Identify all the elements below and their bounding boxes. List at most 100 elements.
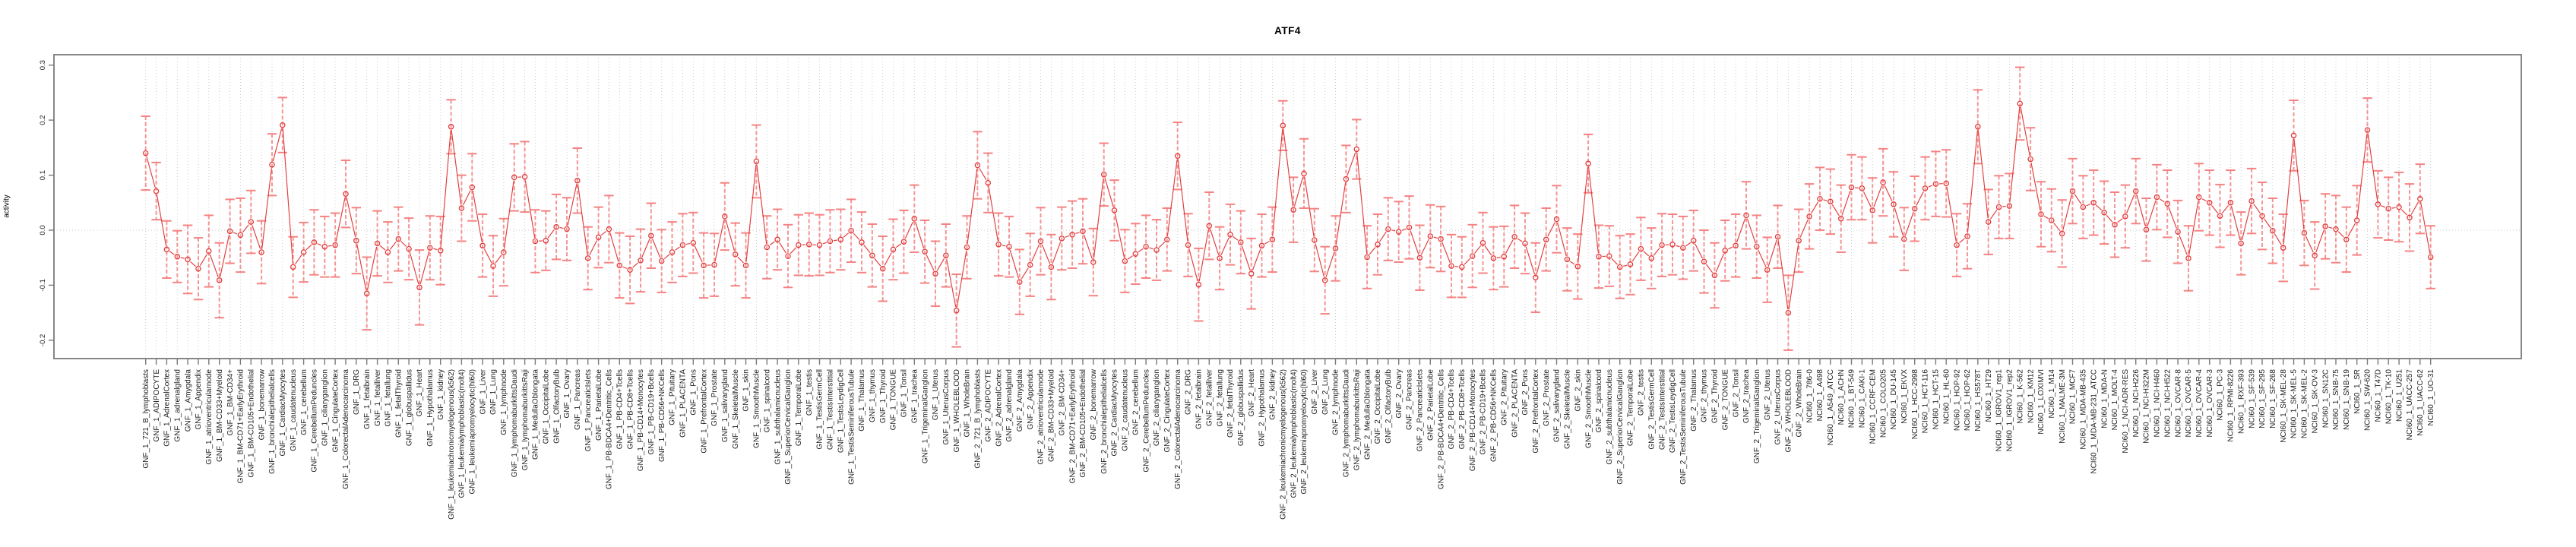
x-tick-label: GNF_1_PB-CD4+Tcells <box>616 369 625 449</box>
x-tick-label: GNF_2_fetallung <box>1216 369 1224 427</box>
y-tick-label: 0.1 <box>39 170 47 180</box>
x-tick-label: GNF_1_atrioventricularnode <box>205 369 214 465</box>
x-tick-label: NCI60_1_PC-3 <box>2217 369 2225 421</box>
series-segment <box>1569 261 1575 265</box>
series-segment <box>790 247 797 255</box>
data-point <box>226 228 233 235</box>
series-segment <box>1166 159 1178 236</box>
data-point <box>1774 233 1781 240</box>
data-point <box>1100 172 1107 178</box>
data-point <box>532 238 539 245</box>
x-tick-label: NCI60_1_SK-MEL-2 <box>2301 369 2309 439</box>
series-segment <box>1788 244 1799 310</box>
data-point <box>669 249 676 255</box>
x-tick-label: GNF_2_trachea <box>1742 369 1751 424</box>
series-segment <box>1075 232 1080 234</box>
data-point <box>1511 233 1517 240</box>
x-tick-label: NCI60_1_COLO205 <box>1879 369 1888 438</box>
x-tick-label: NCI60_1_UO-31 <box>2427 369 2435 426</box>
series-segment <box>252 225 261 249</box>
x-tick-label: GNF_2_CerebellumPeduncles <box>1142 369 1150 473</box>
series-segment <box>1588 166 1599 254</box>
series-segment <box>1767 239 1777 267</box>
x-tick-label: GNF_2_WHOLEBLOOD <box>1785 369 1793 452</box>
x-tick-label: GNF_2_CingulateCortex <box>1163 369 1172 453</box>
data-point <box>2227 200 2234 206</box>
x-tick-label: GNF_1_PB-CD14+Monocytes <box>637 369 645 471</box>
series-segment <box>2126 194 2135 213</box>
data-point <box>1701 258 1707 265</box>
x-tick-label: GNF_1_PancreaticIslets <box>584 369 593 451</box>
x-tick-label: NCI60_1_SF-539 <box>2248 369 2256 428</box>
x-tick-label: NCI60_1_HOP-92 <box>1953 369 1961 432</box>
x-tick-label: GNF_1_PB-CD56+NKCells <box>658 369 666 462</box>
series-segment <box>1158 242 1166 248</box>
series-segment <box>725 220 736 251</box>
data-point <box>1143 243 1149 250</box>
series-segment <box>495 255 502 264</box>
x-tick-label: GNF_2_OlfactoryBulb <box>1385 369 1393 444</box>
series-segment <box>769 241 775 246</box>
data-point <box>943 252 949 259</box>
x-tick-label: NCI60_1_IGROV1_rep2 <box>2006 369 2014 452</box>
data-point <box>1332 245 1339 251</box>
data-point <box>595 234 602 241</box>
series-segment <box>1622 264 1628 267</box>
data-point <box>427 245 433 251</box>
data-point <box>1122 258 1128 264</box>
data-point <box>953 308 960 314</box>
data-point <box>1932 181 1939 187</box>
series-segment <box>745 164 757 262</box>
data-point <box>1522 240 1528 247</box>
x-tick-label: GNF_1_bronchialepithelialcells <box>268 369 277 474</box>
data-point <box>2122 213 2128 220</box>
x-tick-label: GNF_1_globuspallidus <box>405 369 413 446</box>
series-segment <box>1065 235 1069 238</box>
data-point <box>1553 216 1560 223</box>
x-tick-label: GNF_2_PLACENTA <box>1511 369 1519 438</box>
x-tick-label: NCI60_1_EKVX <box>1900 369 1909 424</box>
series-segment <box>2020 106 2030 157</box>
x-tick-label: NCI60_1_IGROV1_rep1 <box>1995 369 2004 452</box>
series-segment <box>915 222 925 249</box>
x-tick-label: GNF_2_cerebellum <box>1132 369 1141 435</box>
x-tick-label: NCI60_1_OVCAR-3 <box>2206 369 2214 438</box>
data-point <box>511 174 517 181</box>
data-point <box>1985 219 1992 225</box>
series-segment <box>169 251 175 255</box>
x-tick-label: NCI60_1_RPMI-8226 <box>2227 369 2236 442</box>
data-point <box>406 245 412 252</box>
series-segment <box>779 242 786 254</box>
series-segment <box>1188 248 1198 282</box>
x-tick-label: GNF_1_CerebellumPeduncles <box>311 369 319 473</box>
series-segment <box>822 242 828 245</box>
series-segment <box>589 240 598 256</box>
x-tick-label: GNF_1_TONGUE <box>890 369 898 431</box>
series-segment <box>1777 240 1789 310</box>
x-tick-label: NCI60_1_MOLT-4 <box>2111 369 2119 431</box>
series-segment <box>1989 209 1998 220</box>
data-point <box>2238 240 2244 247</box>
x-tick-label: GNF_2_fetalliver <box>1206 368 1214 426</box>
series-segment <box>853 232 860 240</box>
series-segment <box>2230 206 2241 241</box>
series-segment <box>233 232 238 235</box>
x-tick-label: GNF_2_Hypothalamus <box>1258 369 1267 447</box>
x-tick-label: GNF_2_Appendix <box>1027 369 1035 430</box>
series-segment <box>895 243 902 248</box>
series-segment <box>220 234 230 277</box>
data-point <box>1911 205 1918 212</box>
data-point <box>1353 146 1360 153</box>
series-segment <box>936 258 945 271</box>
x-tick-label: GNF_1_leukemiachronicmyelogenous(k562) <box>448 369 456 520</box>
x-tick-label: GNF_1_Pancreas <box>574 369 582 430</box>
data-point <box>742 262 749 269</box>
data-point <box>722 213 728 220</box>
series-segment <box>685 243 690 245</box>
data-point <box>1975 124 1981 130</box>
data-point <box>2312 252 2318 259</box>
data-point <box>1743 212 1749 219</box>
x-tick-label: GNF_2_ADIPOCYTE <box>985 369 993 442</box>
data-point <box>479 242 486 249</box>
data-point <box>1564 256 1571 263</box>
